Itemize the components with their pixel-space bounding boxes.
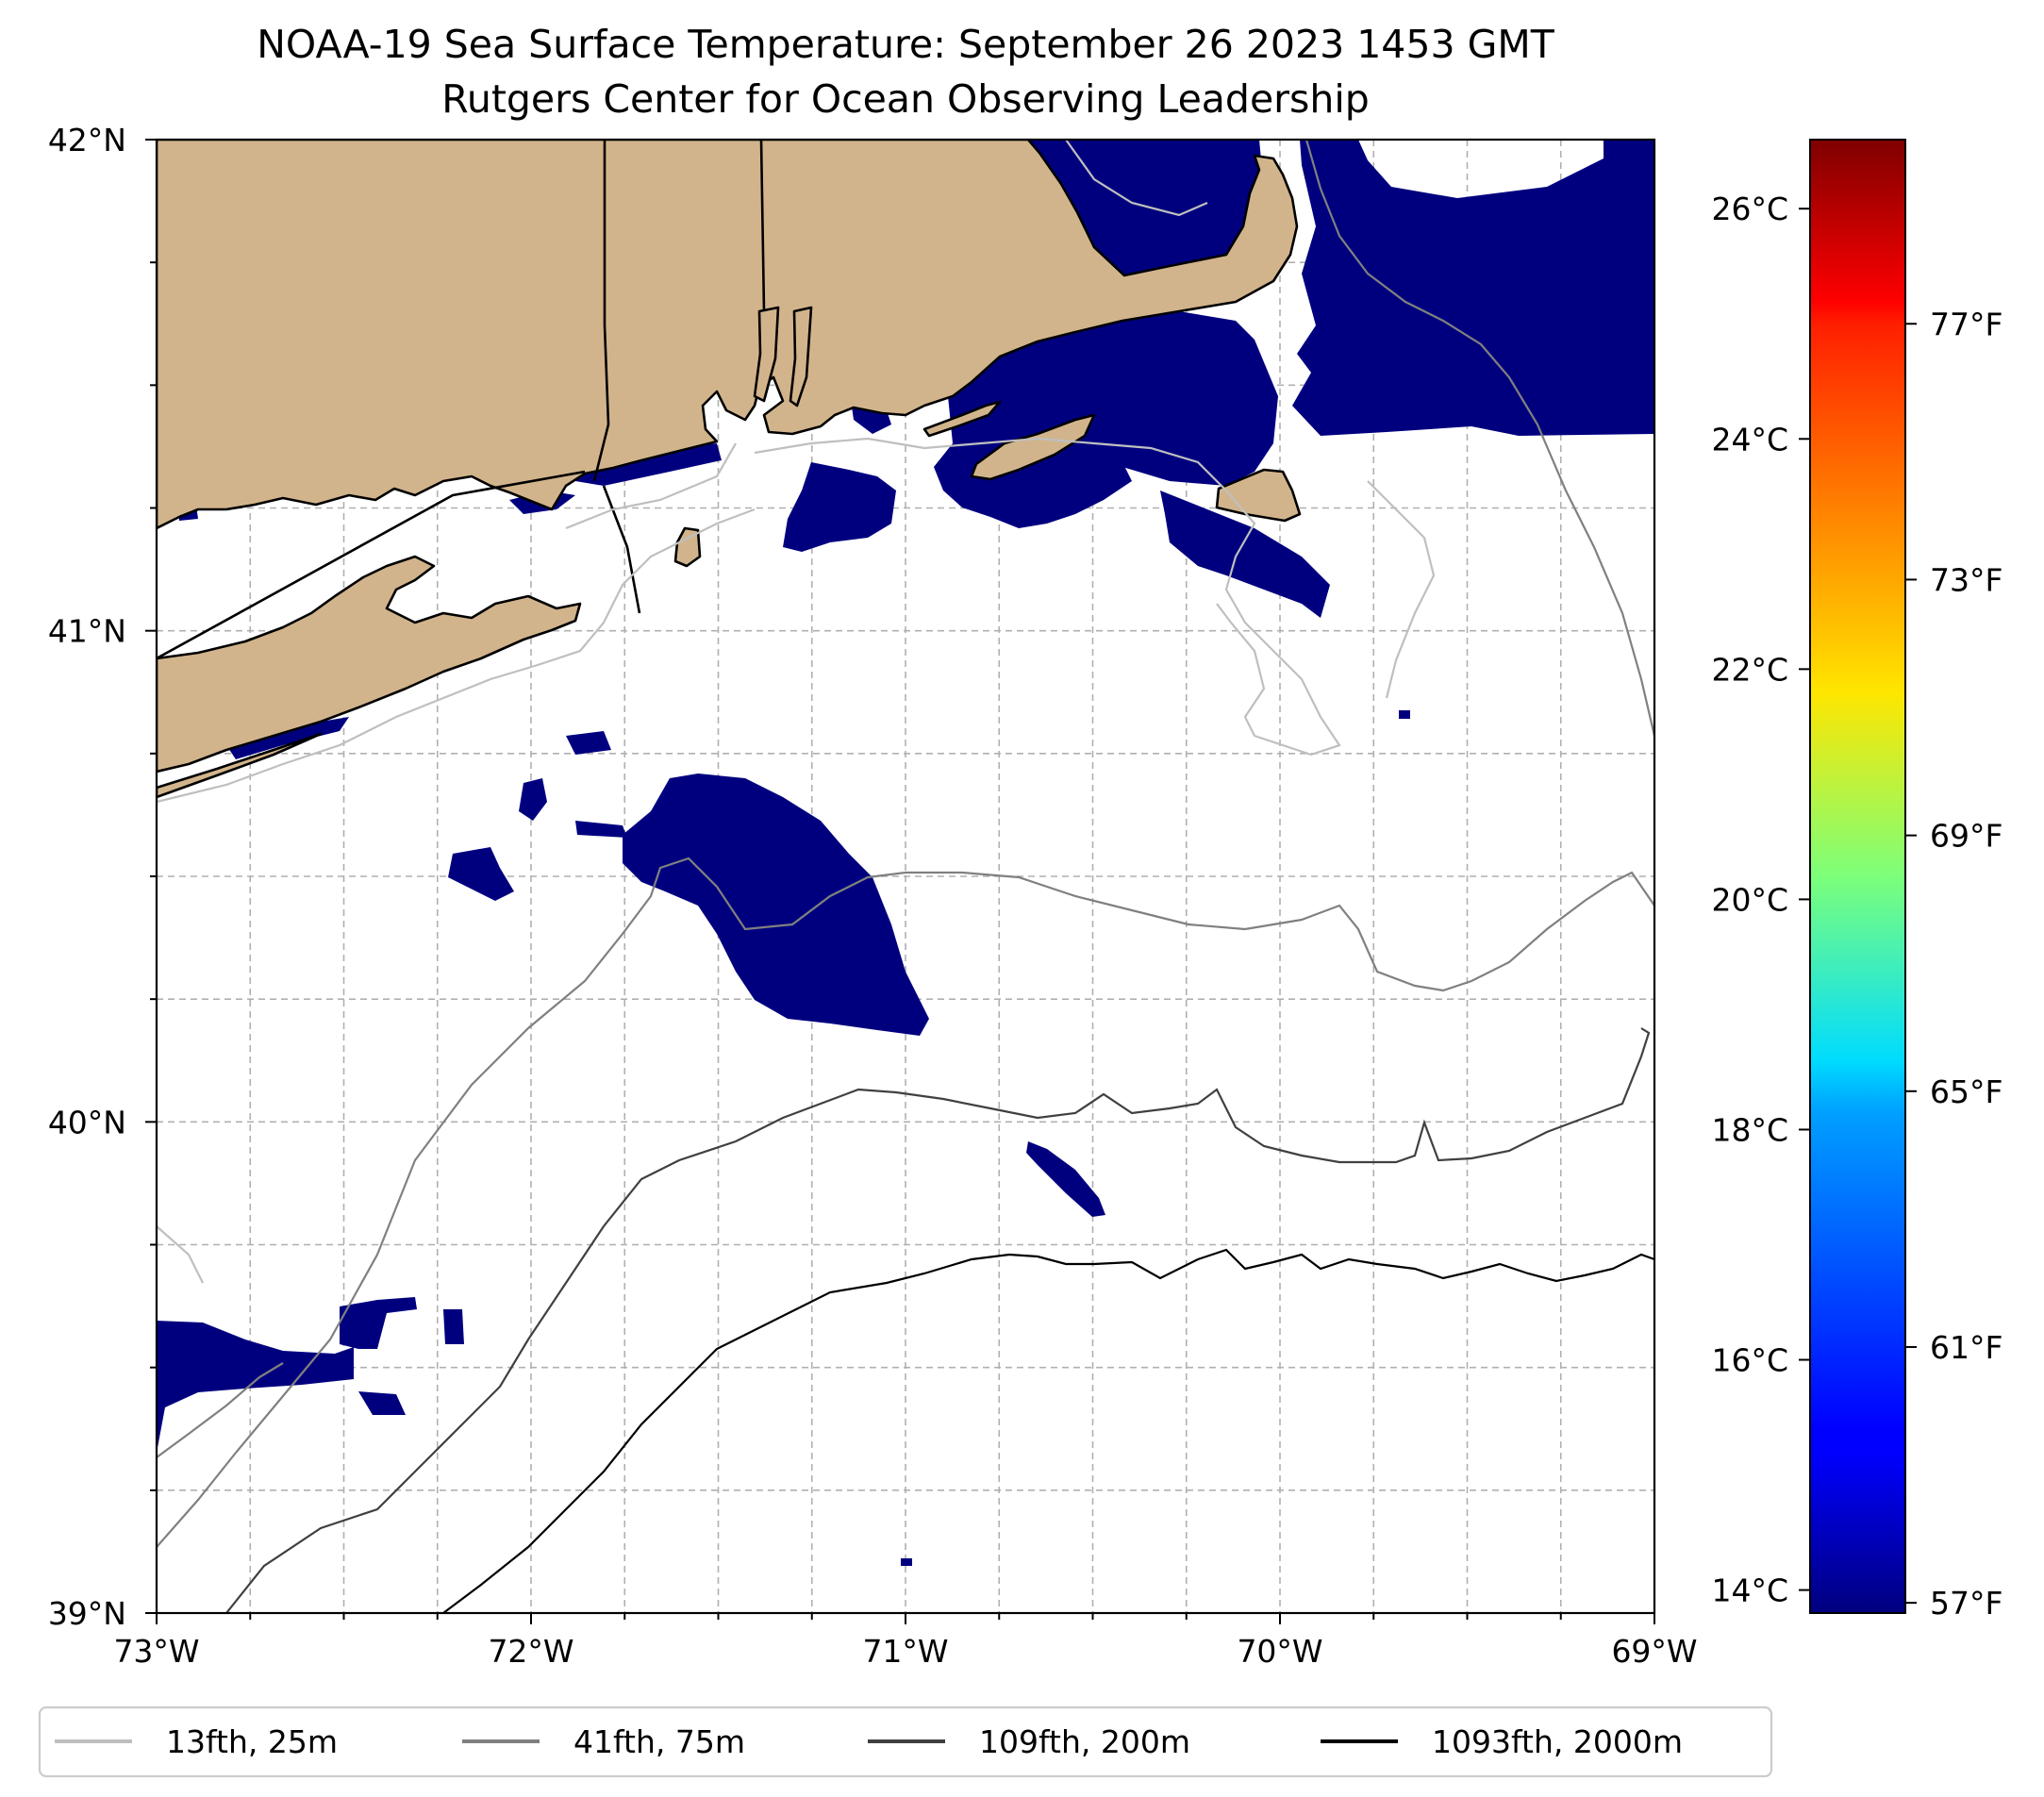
land-nantucket (1215, 468, 1302, 523)
lat-tick-label: 41°N (48, 613, 126, 650)
border-ny-ct-shore (157, 470, 586, 660)
sst-data-layer (157, 140, 1654, 1566)
sst-patch-nantucket-sound (990, 304, 1278, 486)
isobath-75m-sw (157, 1362, 284, 1458)
lon-tick-label: 71°W (862, 1633, 948, 1670)
legend-label: 1093fth, 2000m (1432, 1723, 1683, 1760)
sst-patch-southwest-d (358, 1391, 406, 1415)
legend-label: 41fth, 75m (573, 1723, 745, 1760)
colorbar-fahrenheit-ticks: 77°F 73°F 69°F 65°F 61°F 57°F (1905, 306, 2002, 1622)
border-lines (157, 140, 766, 660)
legend-label: 109fth, 200m (979, 1723, 1190, 1760)
colorbar-gradient (1809, 139, 1906, 1614)
sst-patch-dot-b (901, 1558, 912, 1566)
legend-label: 13fth, 25m (166, 1723, 338, 1760)
latitude-axis: 42°N 41°N 40°N 39°N (48, 122, 157, 1632)
sst-patch-block-island-sound (575, 443, 722, 486)
isobath-25m-li (157, 507, 756, 804)
isobath-25m-ri (565, 442, 737, 530)
colorbar: 26°C 24°C 22°C 20°C 18°C 16°C 14°C 77°F 73°F 69°… (1711, 139, 2002, 1622)
fahrenheit-tick-label: 65°F (1930, 1073, 2002, 1110)
fahrenheit-tick-label: 77°F (1930, 306, 2002, 342)
lon-tick-label: 70°W (1237, 1633, 1322, 1670)
celsius-tick-label: 18°C (1711, 1111, 1788, 1148)
map-layers (157, 140, 1654, 1613)
legend: 13fth, 25m 41fth, 75m 109fth, 200m 1093fth,… (38, 1705, 1773, 1778)
isobath-25m-ne (754, 437, 1341, 757)
lon-tick-label: 73°W (113, 1633, 199, 1670)
land-layer (157, 140, 1302, 799)
lon-tick-label: 72°W (488, 1633, 573, 1670)
land-marthas-vineyard (970, 413, 1096, 481)
land-new-england (157, 140, 1299, 530)
land-long-island-south (157, 732, 323, 799)
celsius-tick-label: 20°C (1711, 881, 1788, 918)
land-elizabeth-islands (922, 400, 1002, 438)
border-ct-ri (759, 140, 766, 312)
land-narragansett-b (789, 306, 813, 408)
longitude-axis: 73°W 72°W 71°W 70°W 69°W (113, 1613, 1698, 1670)
colorbar-celsius-ticks: 26°C 24°C 22°C 20°C 18°C 16°C 14°C (1711, 191, 1810, 1609)
isobath-25m-shoals (1367, 480, 1436, 699)
isobath-75m-ne (1305, 140, 1654, 737)
sst-patch-shelf-spot-c (575, 821, 627, 838)
sst-patch-southwest (157, 1321, 354, 1453)
lat-tick-label: 40°N (48, 1104, 126, 1140)
sst-patch-southwest-b (340, 1297, 417, 1349)
isobath-2000m-main (442, 1248, 1654, 1613)
isobath-200m-main (225, 1027, 1651, 1613)
celsius-tick-label: 26°C (1711, 191, 1788, 227)
fahrenheit-tick-label: 61°F (1930, 1329, 2002, 1366)
sst-patch-shelf-spot-b (566, 731, 611, 755)
border-ny-line (602, 485, 641, 614)
celsius-tick-label: 14°C (1711, 1572, 1788, 1609)
isobath-200m (225, 1027, 1651, 1613)
sst-patch-south-islands (1160, 491, 1330, 618)
land-narragansett-a (753, 306, 780, 403)
isobath-25m-south (157, 1225, 204, 1284)
isobath-75m-main (157, 857, 1654, 1548)
sst-patch-shelf-main (623, 774, 929, 1036)
legend-items: 13fth, 25m 41fth, 75m 109fth, 200m 1093fth,… (55, 1723, 1683, 1760)
figure-title: NOAA-19 Sea Surface Temperature: Septemb… (257, 22, 1554, 67)
lat-tick-label: 39°N (48, 1595, 126, 1632)
sst-patch-shelf-left (448, 847, 514, 901)
sst-patch-dot-a (1399, 710, 1410, 719)
celsius-tick-label: 24°C (1711, 421, 1788, 458)
lat-tick-label: 42°N (48, 122, 126, 158)
isobath-75m (157, 140, 1654, 1548)
fahrenheit-tick-label: 57°F (1930, 1585, 2002, 1622)
sst-patch-gulf-of-maine (1292, 140, 1654, 436)
sst-patch-li-shore (226, 717, 349, 759)
fahrenheit-tick-label: 73°F (1930, 561, 2002, 598)
sst-patch-streak (1026, 1141, 1105, 1217)
isobath-25m (157, 140, 1436, 1284)
land-long-island (157, 555, 582, 774)
border-ny-ma-ct (592, 140, 610, 482)
figure-subtitle: Rutgers Center for Ocean Observing Leade… (441, 76, 1370, 122)
sst-patch-southwest-c (443, 1309, 464, 1344)
fahrenheit-tick-label: 69°F (1930, 818, 2002, 855)
sst-patch-ri-sound (783, 462, 896, 552)
celsius-tick-label: 22°C (1711, 651, 1788, 688)
isobath-25m-cape (1065, 140, 1208, 217)
celsius-tick-label: 16°C (1711, 1342, 1788, 1379)
lon-tick-label: 69°W (1611, 1633, 1697, 1670)
isobath-2000m (442, 1248, 1654, 1613)
sst-patch-shelf-spot-a (519, 778, 547, 821)
